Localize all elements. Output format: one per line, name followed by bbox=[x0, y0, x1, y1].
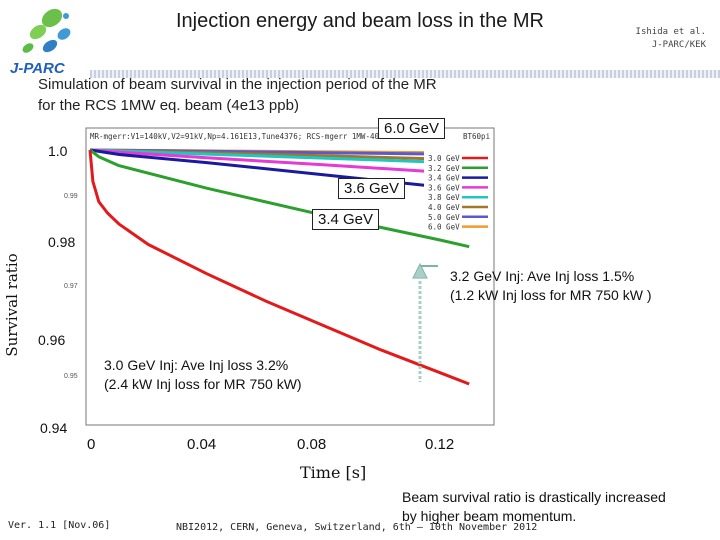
series-line-3-2-gev bbox=[89, 148, 470, 249]
note-3-2gev: 3.2 GeV Inj: Ave Inj loss 1.5% (1.2 kW I… bbox=[450, 267, 651, 305]
y-tick-1-0: 1.0 bbox=[48, 143, 68, 159]
legend-background bbox=[424, 150, 492, 234]
y-tick-0-98: 0.98 bbox=[48, 234, 76, 250]
author-block: Ishida et al. J-PARC/KEK bbox=[636, 26, 706, 52]
footer-version: Ver. 1.1 [Nov.06] bbox=[8, 520, 111, 531]
legend-label-2: 3.4 GeV bbox=[428, 174, 460, 183]
callout-3-4gev: 3.4 GeV bbox=[312, 209, 380, 230]
callout-3-6gev: 3.6 GeV bbox=[338, 178, 406, 199]
note-3-0gev-line-1: 3.0 GeV Inj: Ave Inj loss 3.2% bbox=[104, 357, 289, 373]
legend-label-5: 4.0 GeV bbox=[428, 203, 460, 212]
y-axis-label: Survival ratio bbox=[3, 253, 21, 357]
conclusion-line-2: by higher beam momentum. bbox=[402, 508, 577, 524]
callout-6gev: 6.0 GeV bbox=[378, 118, 446, 139]
intro-line-1: Simulation of beam survival in the injec… bbox=[38, 76, 437, 93]
author-name: Ishida et al. bbox=[635, 27, 706, 37]
y-tick-0-94: 0.94 bbox=[40, 420, 68, 436]
logo-mark bbox=[22, 8, 71, 53]
header-rule bbox=[90, 70, 720, 78]
footer-conference: NBI2012, CERN, Geneva, Switzerland, 6th … bbox=[176, 522, 538, 533]
legend-label-0: 3.0 GeV bbox=[428, 154, 460, 163]
x-tick-0-08: 0.08 bbox=[297, 436, 327, 453]
note-3-0gev-line-2: (2.4 kW Inj loss for MR 750 kW) bbox=[104, 376, 302, 392]
legend-label-3: 3.6 GeV bbox=[428, 183, 460, 192]
minor-y-tick-1: 0.97 bbox=[64, 283, 78, 290]
minor-y-ticks: 0.99 0.97 0.95 bbox=[64, 193, 78, 380]
logo-text: J-PARC bbox=[10, 60, 66, 77]
author-affiliation: J-PARC/KEK bbox=[651, 40, 706, 50]
legend-label-6: 5.0 GeV bbox=[428, 213, 460, 222]
loss-arrow bbox=[412, 262, 438, 382]
plot-header-right: BT60pi bbox=[463, 132, 490, 141]
conclusion-text: Beam survival ratio is drastically incre… bbox=[402, 488, 666, 526]
note-3-0gev: 3.0 GeV Inj: Ave Inj loss 3.2% (2.4 kW I… bbox=[104, 356, 302, 394]
x-tick-0-12: 0.12 bbox=[425, 436, 455, 453]
slide-title: Injection energy and beam loss in the MR bbox=[176, 10, 544, 32]
intro-text: Simulation of beam survival in the injec… bbox=[38, 74, 437, 116]
minor-y-tick-0: 0.99 bbox=[64, 193, 78, 200]
legend-label-1: 3.2 GeV bbox=[428, 164, 460, 173]
conclusion-line-1: Beam survival ratio is drastically incre… bbox=[402, 489, 666, 505]
plot-header: MR-mgerr:V1=140kV,V2=91kV,Np=4.161E13,Tu… bbox=[90, 132, 388, 141]
intro-line-2: for the RCS 1MW eq. beam (4e13 ppb) bbox=[38, 97, 299, 114]
x-axis-label: Time [s] bbox=[300, 463, 367, 482]
x-tick-0-04: 0.04 bbox=[187, 436, 217, 453]
x-tick-0: 0 bbox=[87, 436, 96, 453]
legend-label-4: 3.8 GeV bbox=[428, 193, 460, 202]
y-tick-0-96: 0.96 bbox=[38, 332, 66, 348]
jparc-logo: J-PARC bbox=[10, 8, 71, 77]
series-line-3-0-gev bbox=[88, 149, 470, 386]
note-3-2gev-line-2: (1.2 kW Inj loss for MR 750 kW ) bbox=[450, 287, 652, 303]
minor-y-tick-2: 0.95 bbox=[64, 373, 78, 380]
note-3-2gev-line-1: 3.2 GeV Inj: Ave Inj loss 1.5% bbox=[450, 268, 635, 284]
legend-label-7: 6.0 GeV bbox=[428, 223, 460, 232]
